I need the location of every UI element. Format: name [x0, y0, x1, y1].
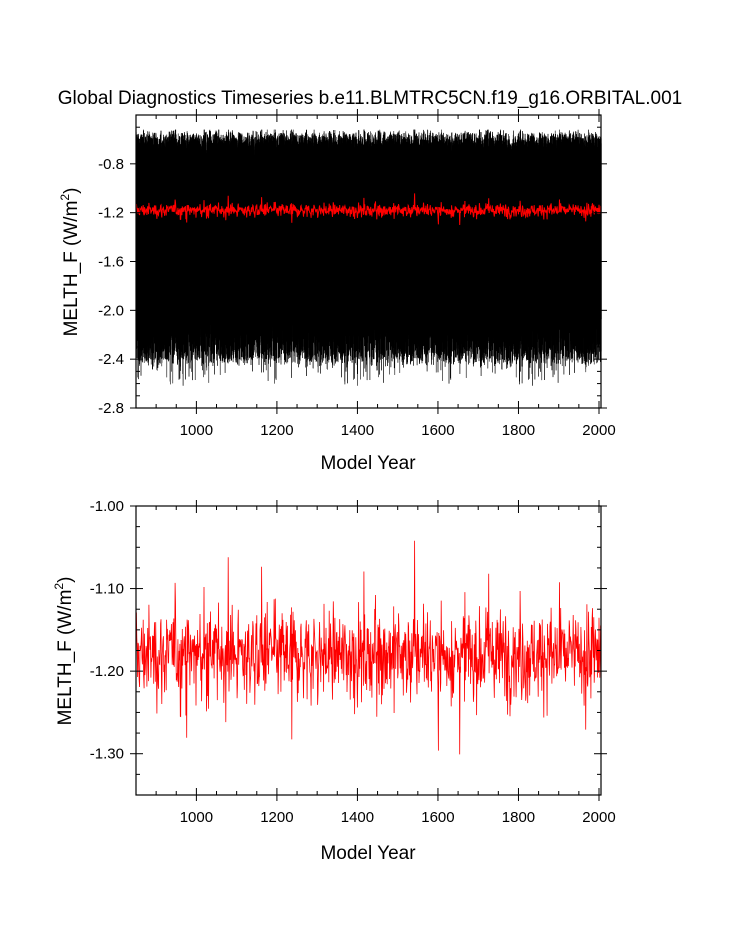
top-y-tick-label: -0.8	[98, 156, 124, 173]
bottom-y-tick-label: -1.00	[90, 498, 124, 515]
bottom-x-tick-label: 1000	[180, 809, 213, 826]
bottom-annual-series	[135, 540, 602, 755]
top-x-tick-label: 1400	[341, 422, 374, 439]
bottom-y-tick-label: -1.30	[90, 746, 124, 763]
bottom-y-axis-title-main: MELTH_F (W/m	[55, 590, 76, 726]
bottom-y-ticks: -1.30 -1.20 -1.10 -1.00	[90, 498, 607, 796]
chart-title: Global Diagnostics Timeseries b.e11.BLMT…	[58, 88, 682, 109]
bottom-y-tick-label: -1.10	[90, 581, 124, 598]
top-x-tick-label: 1200	[260, 422, 293, 439]
bottom-annual-line	[135, 540, 602, 755]
top-monthly-series	[135, 129, 602, 386]
top-annual-line	[135, 193, 602, 226]
bottom-y-axis-title-close: )	[55, 577, 76, 583]
bottom-y-axis-title: MELTH_F (W/m2)	[52, 577, 76, 726]
top-y-axis-title-close: )	[61, 188, 82, 194]
top-x-tick-label: 1800	[502, 422, 535, 439]
bottom-x-tick-label: 2000	[582, 809, 615, 826]
top-y-tick-label: -1.2	[98, 205, 124, 222]
top-y-ticks: -2.8 -2.4 -2.0 -1.6 -1.2 -0.8	[98, 114, 607, 417]
bottom-x-axis-title: Model Year	[320, 843, 416, 864]
top-panel: 1000 1200 1400 1600 1800 2000 -2.8 -2.4 -2.0 -1.…	[58, 109, 616, 474]
bottom-x-ticks: 1000 1200 1400 1600 1800 2000	[135, 500, 616, 826]
top-x-tick-label: 1600	[421, 422, 454, 439]
top-y-axis-title-main: MELTH_F (W/m	[61, 201, 82, 337]
bottom-y-axis-title-sup: 2	[52, 583, 66, 590]
top-y-axis-title: MELTH_F (W/m2)	[58, 188, 82, 337]
top-y-tick-label: -2.4	[98, 351, 124, 368]
bottom-x-tick-label: 1600	[421, 809, 454, 826]
top-y-tick-label: -2.8	[98, 400, 124, 417]
top-x-ticks: 1000 1200 1400 1600 1800 2000	[135, 109, 616, 439]
top-annual-series	[135, 193, 602, 226]
bottom-x-tick-label: 1800	[502, 809, 535, 826]
top-y-tick-label: -2.0	[98, 302, 124, 319]
bottom-x-tick-label: 1400	[341, 809, 374, 826]
bottom-panel: 1000 1200 1400 1600 1800 2000 -1.30 -1.20 -1.10…	[52, 498, 616, 864]
top-y-axis-title-sup: 2	[58, 194, 72, 201]
top-monthly-line	[135, 129, 602, 386]
top-y-tick-label: -1.6	[98, 254, 124, 271]
top-x-tick-label: 1000	[180, 422, 213, 439]
top-x-tick-label: 2000	[582, 422, 615, 439]
top-x-axis-title: Model Year	[320, 453, 416, 474]
bottom-y-tick-label: -1.20	[90, 663, 124, 680]
bottom-x-tick-label: 1200	[260, 809, 293, 826]
